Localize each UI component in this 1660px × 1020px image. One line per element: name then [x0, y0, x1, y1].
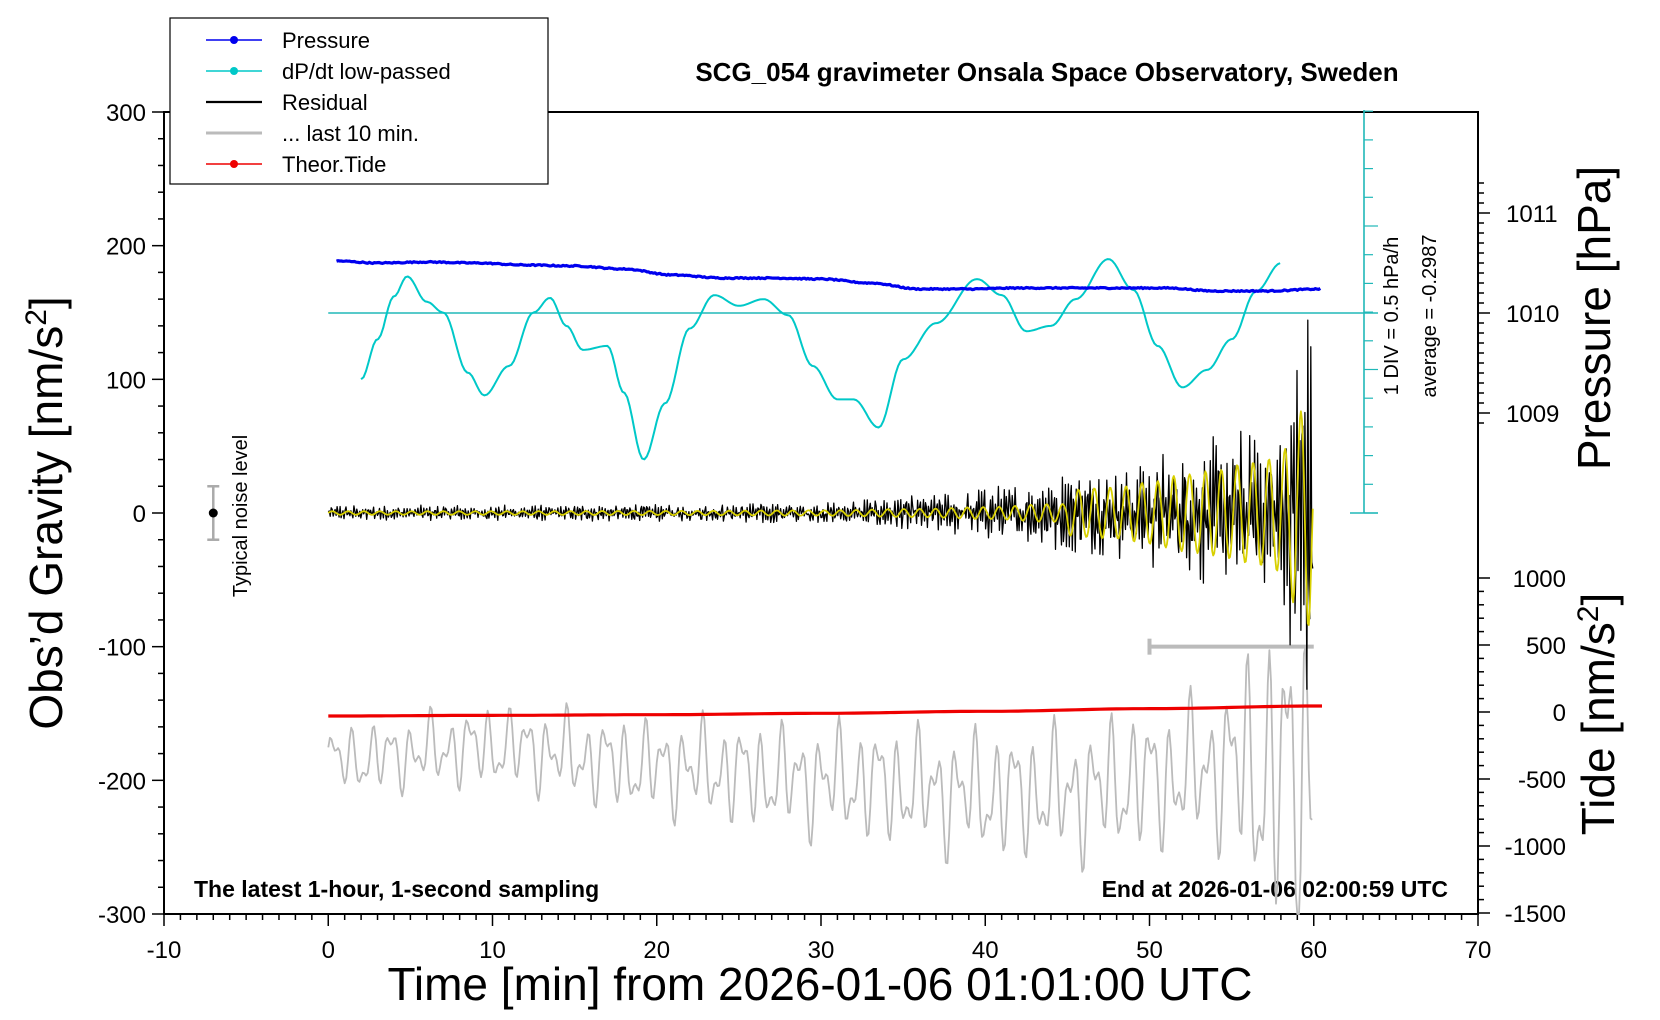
legend-label: Pressure [282, 28, 370, 53]
y-axis-pressure: 1009 1010 1011 [1478, 182, 1559, 428]
x-tick-label: -10 [147, 937, 182, 964]
residual-trace [327, 319, 1314, 690]
y-axis-gravity: -300 -200 -100 0 100 200 300 [98, 100, 164, 929]
theoretical-tide-trace [328, 704, 1322, 718]
y-tick-label: 200 [106, 234, 146, 261]
y-axis-tide: -1500 -1000 -500 0 500 1000 [1478, 566, 1566, 928]
legend-marker [230, 36, 238, 44]
chart-title: SCG_054 gravimeter Onsala Space Observat… [695, 57, 1398, 87]
x-tick-label: 70 [1465, 937, 1492, 964]
legend-label: Residual [282, 90, 368, 115]
x-axis-label: Time [min] from 2026-01-06 01:01:00 UTC [388, 958, 1253, 1010]
y-axis-label-tide: Tide [nm/s2] [1572, 593, 1625, 836]
dpdt-average-label: average = -0.2987 [1419, 235, 1441, 398]
x-tick-label: 40 [972, 937, 999, 964]
last-10-min-trace [327, 645, 1313, 915]
legend-label: ... last 10 min. [282, 121, 419, 146]
noise-level-dot [208, 508, 218, 518]
y-axis-label-pressure: Pressure [hPa] [1568, 166, 1620, 470]
tide-tick-label: -500 [1518, 767, 1566, 794]
y-tick-label: 300 [106, 100, 146, 127]
legend-label: dP/dt low-passed [282, 59, 451, 84]
tide-tick-label: -1000 [1505, 834, 1566, 861]
x-tick-label: 20 [643, 937, 670, 964]
y-tick-label: -300 [98, 902, 146, 929]
dpdt-div-label: 1 DIV = 0.5 hPa/h [1381, 237, 1403, 395]
pressure-tick-label: 1009 [1506, 401, 1559, 428]
sampling-note: The latest 1-hour, 1-second sampling [194, 876, 599, 902]
pressure-tick-label: 1010 [1506, 301, 1559, 328]
dpdt-scale-bar [1350, 110, 1378, 514]
tide-tick-label: -1500 [1505, 901, 1566, 928]
series-layer [207, 258, 1378, 915]
pressure-tick-label: 1011 [1506, 201, 1558, 228]
x-tick-label: 0 [322, 937, 335, 964]
x-tick-label: 60 [1300, 937, 1327, 964]
x-tick-label: 30 [808, 937, 835, 964]
y-tick-label: -100 [98, 635, 146, 662]
pressure-trace [336, 259, 1322, 294]
tide-tick-label: 0 [1553, 700, 1566, 727]
tide-tick-label: 500 [1526, 633, 1566, 660]
x-tick-label: 10 [479, 937, 506, 964]
dpdt-trace [360, 258, 1281, 461]
y-axis-label-gravity: Obs’d Gravity [nm/s2] [20, 296, 73, 729]
legend-label: Theor.Tide [282, 152, 386, 177]
x-axis: -10 0 10 20 30 40 50 60 70 [147, 914, 1492, 964]
noise-level-label: Typical noise level [230, 435, 252, 597]
x-tick-label: 50 [1136, 937, 1163, 964]
y-tick-label: 0 [133, 501, 146, 528]
legend: Pressure dP/dt low-passed Residual ... last… [169, 17, 549, 185]
y-tick-label: -200 [98, 768, 146, 795]
residual-smoothed-trace [327, 410, 1314, 626]
legend-marker [230, 160, 238, 168]
y-tick-label: 100 [106, 367, 146, 394]
tide-tick-label: 1000 [1513, 566, 1566, 593]
legend-marker [230, 67, 238, 75]
